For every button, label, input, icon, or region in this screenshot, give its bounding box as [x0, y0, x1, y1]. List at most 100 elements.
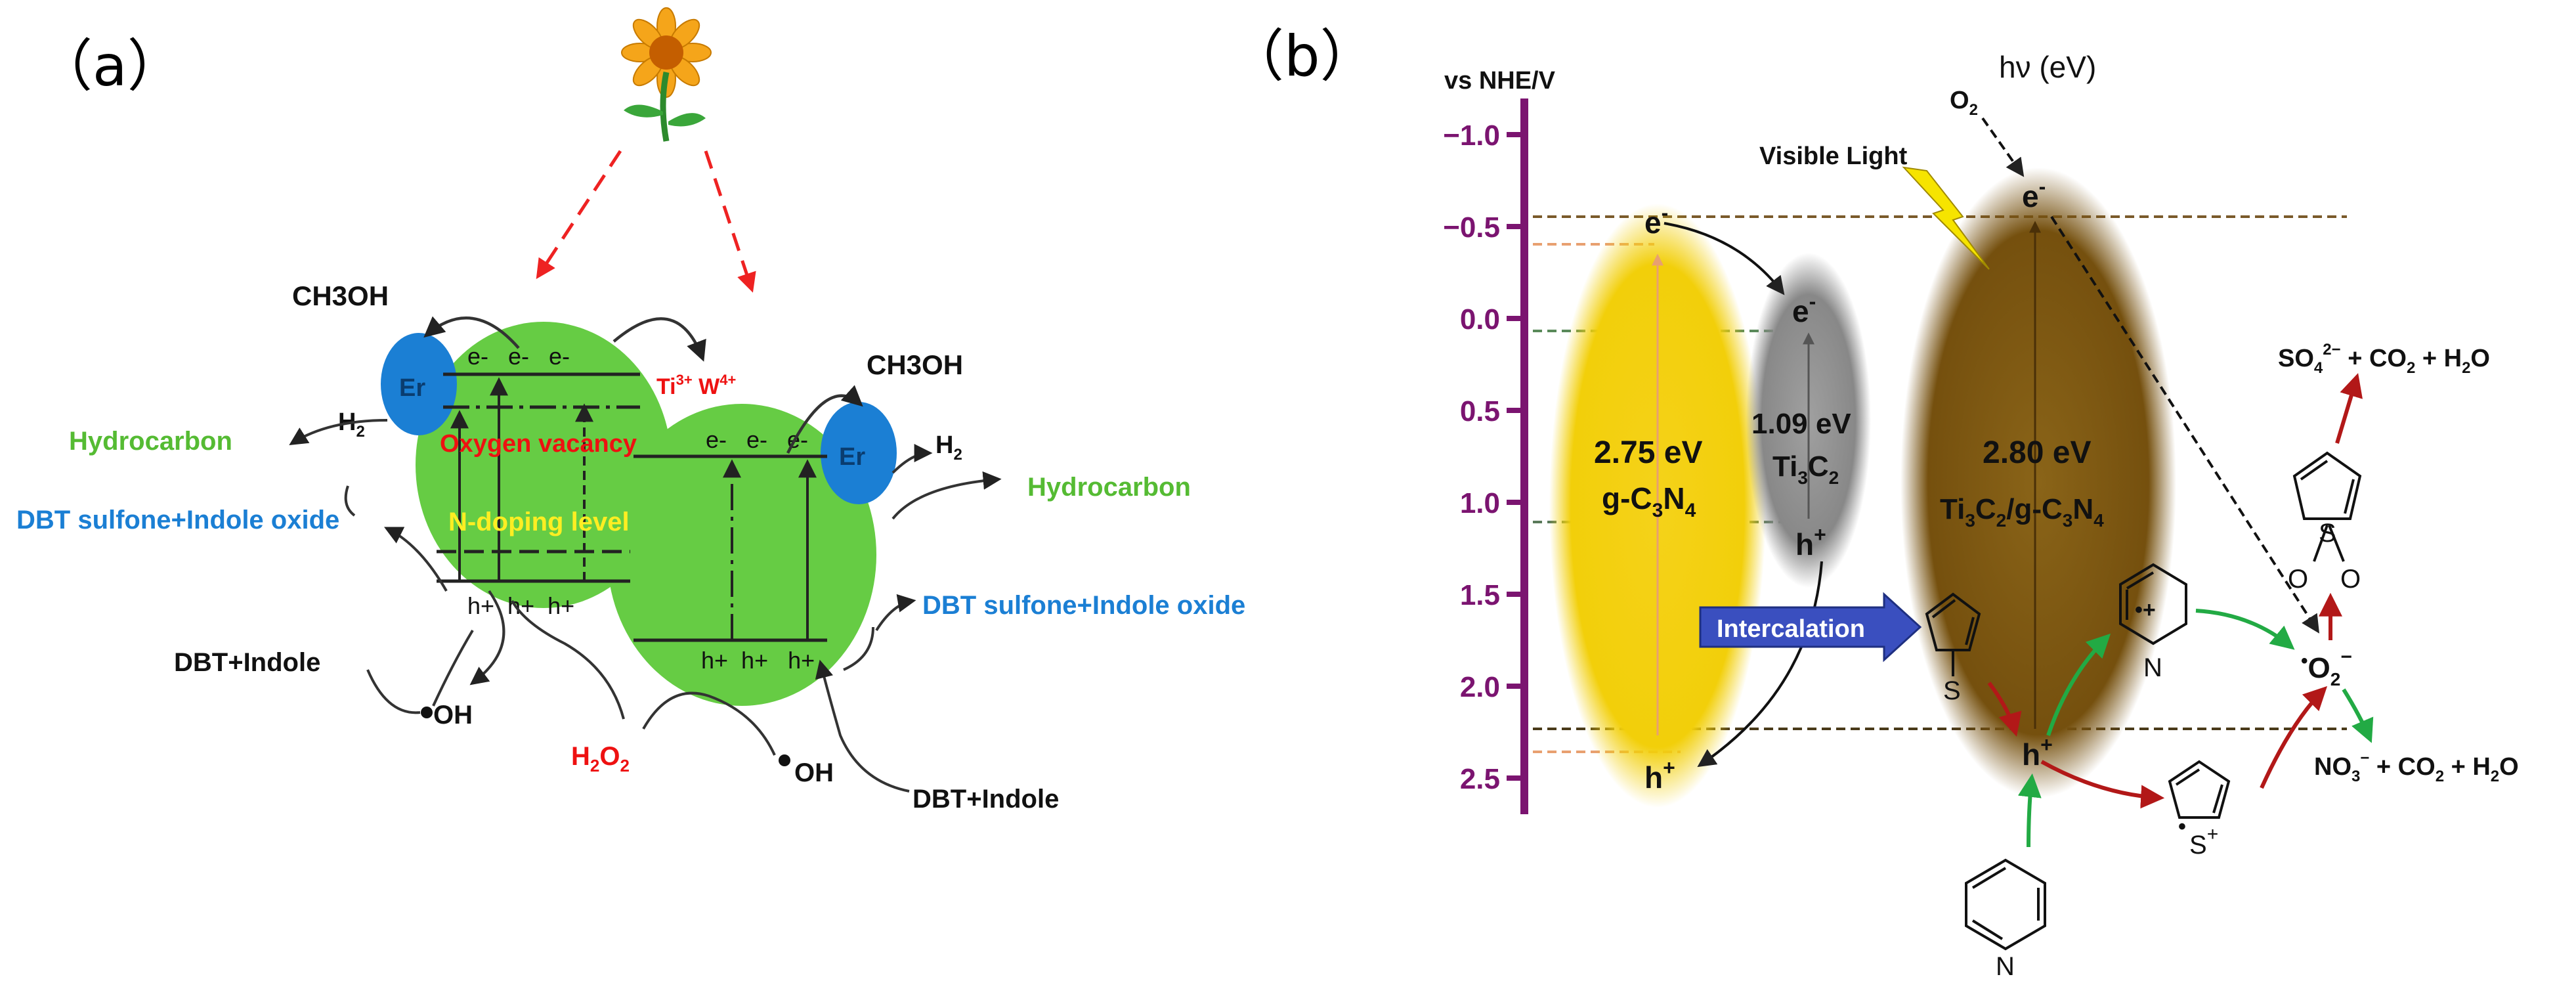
axis-tick-label: 1.5 — [1460, 579, 1500, 611]
sulfone-link-right — [843, 626, 874, 671]
sulfone-arrow-left — [383, 527, 448, 592]
hole-gcn: h+ — [1644, 756, 1675, 795]
panel-a: （a） — [16, 7, 1245, 814]
gcn-name: g-C3N4 — [1602, 481, 1696, 521]
panel-b: （b） vs NHE/V −1.0−0.50.00.51.01.52.02.5 … — [1228, 24, 2519, 981]
electron-gcn: e- — [1644, 201, 1668, 240]
electron-transfer-arrows — [423, 316, 863, 454]
sun-flower-icon — [621, 7, 712, 142]
er-label-right: Er — [839, 443, 865, 471]
thiophene-radical-s: S+ — [2189, 823, 2218, 860]
sulfone-o-left: O — [2288, 565, 2308, 594]
axis-ticks: −1.0 −0.5 0.0 0.5 1.0 1.5 2.0 2.5 — [1443, 120, 1524, 795]
composite-gap: 2.80 eV — [1983, 435, 2091, 470]
holes-left: h+ h+ h+ — [467, 592, 574, 619]
band-lines-right — [633, 454, 827, 642]
pyridine-radical-molecule — [2119, 563, 2187, 645]
catalyst-particle-right — [607, 404, 876, 706]
oh-right: OH — [794, 758, 834, 787]
hydrocarbon-arrow-left — [289, 419, 388, 446]
band-lines-left — [437, 372, 640, 583]
electron-ti: e- — [1792, 290, 1816, 328]
oxygen-vacancy-label: Oxygen vacancy — [440, 430, 637, 458]
h2o2-label: H2O2 — [571, 742, 630, 775]
visible-light-label: Visible Light — [1759, 142, 1908, 170]
electron-composite: e- — [2022, 175, 2046, 213]
axis-tick-label: 0.5 — [1460, 395, 1500, 427]
panel-b-label: （b） — [1228, 24, 1377, 89]
holes-right: h+ h+ h+ — [701, 647, 815, 674]
ti-name: Ti3C2 — [1772, 450, 1839, 488]
pyridine-molecule — [1965, 858, 2046, 951]
sulfone-right: DBT sulfone+Indole oxide — [922, 591, 1245, 620]
hydrocarbon-left: Hydrocarbon — [69, 427, 232, 456]
sulfone-o-right: O — [2340, 565, 2361, 594]
axis-tick-label: 2.0 — [1460, 671, 1500, 703]
h2o2-curve — [511, 600, 625, 720]
o2-to-electron-arrow — [1981, 117, 2025, 177]
hv-label: hν (eV) — [1999, 50, 2096, 84]
sulfone-s: S — [2319, 519, 2336, 548]
light-arrow-left — [536, 150, 622, 280]
o2-top: O2 — [1950, 87, 1978, 119]
pyridine-radical-sign: •+ — [2135, 598, 2156, 622]
er-particle-right — [821, 402, 897, 504]
er-label-left: Er — [399, 374, 425, 402]
axis-title: vs NHE/V — [1444, 67, 1556, 95]
axis-tick-label: −1.0 — [1443, 120, 1500, 152]
electron-to-superoxide-arrow — [2050, 215, 2320, 634]
dopant-label: Ti3+ W4+ — [656, 372, 736, 399]
oh-curve-left — [432, 629, 474, 707]
composite-band — [1900, 167, 2176, 798]
dbt-curve-left — [366, 669, 421, 714]
thiophene-radical-dot: • — [2178, 814, 2186, 839]
light-arrow-right — [704, 150, 756, 293]
ch3oh-right: CH3OH — [867, 349, 963, 380]
axis-tick-label: 2.5 — [1460, 763, 1500, 795]
h2-right: H2 — [935, 431, 962, 464]
thiophene-radical-molecule — [2168, 760, 2231, 819]
pyridine-radical-n: N — [2143, 653, 2162, 682]
er-particle-left — [381, 333, 457, 435]
ti-gap: 1.09 eV — [1751, 408, 1851, 440]
n-doping-label: N-doping level — [448, 508, 630, 536]
sulfone-left: DBT sulfone+Indole oxide — [16, 506, 339, 534]
axis-tick-label: −0.5 — [1443, 211, 1500, 244]
panel-a-label: （a） — [36, 33, 184, 99]
axis-tick-label: 0.0 — [1460, 303, 1500, 336]
transition-arrows-left — [450, 377, 593, 581]
transition-arrows-right — [723, 459, 817, 640]
superoxide-label: •O2− — [2301, 646, 2352, 689]
intercalation-arrow: Intercalation — [1699, 592, 1922, 663]
composite-name: Ti3C2/g-C3N4 — [1940, 493, 2104, 531]
hole-transfer-arrow — [1697, 561, 1823, 768]
green-reaction-arrows — [2017, 609, 2374, 848]
oh-dot-left — [421, 707, 433, 718]
sulfone-molecule — [2292, 451, 2362, 562]
red-reaction-arrows — [1987, 373, 2363, 809]
oh-dot-right — [779, 754, 790, 766]
sulfate-products: SO42− + CO2 + H2O — [2278, 341, 2490, 377]
oh-curve-right — [642, 691, 776, 756]
dbt-indole-left: DBT+Indole — [174, 648, 320, 677]
gcn-gap: 2.75 eV — [1594, 435, 1702, 470]
ch3oh-left: CH3OH — [292, 280, 389, 311]
nitrate-products: NO3− + CO2 + H2O — [2314, 749, 2519, 785]
lightning-bolt-icon — [1902, 166, 1990, 270]
hole-composite: h+ — [2022, 733, 2053, 772]
sulfone-arrow-right — [875, 594, 916, 632]
thiophene-molecule — [1925, 592, 1981, 651]
sulfone-link-left — [344, 485, 356, 517]
hydrocarbon-right: Hydrocarbon — [1027, 473, 1191, 502]
hole-ti: h+ — [1795, 523, 1826, 561]
catalyst-particle-left — [416, 322, 672, 608]
dbt-arrow-right — [815, 659, 910, 793]
pyridine-n: N — [1996, 952, 2015, 981]
oh-left: OH — [433, 701, 473, 730]
hole-arrow-left — [469, 590, 505, 686]
h2-arrow-right — [891, 444, 933, 474]
dbt-indole-right: DBT+Indole — [912, 785, 1059, 814]
hydrocarbon-arrow-right — [891, 471, 1002, 520]
electrons-right: e- e- e- — [706, 426, 808, 453]
